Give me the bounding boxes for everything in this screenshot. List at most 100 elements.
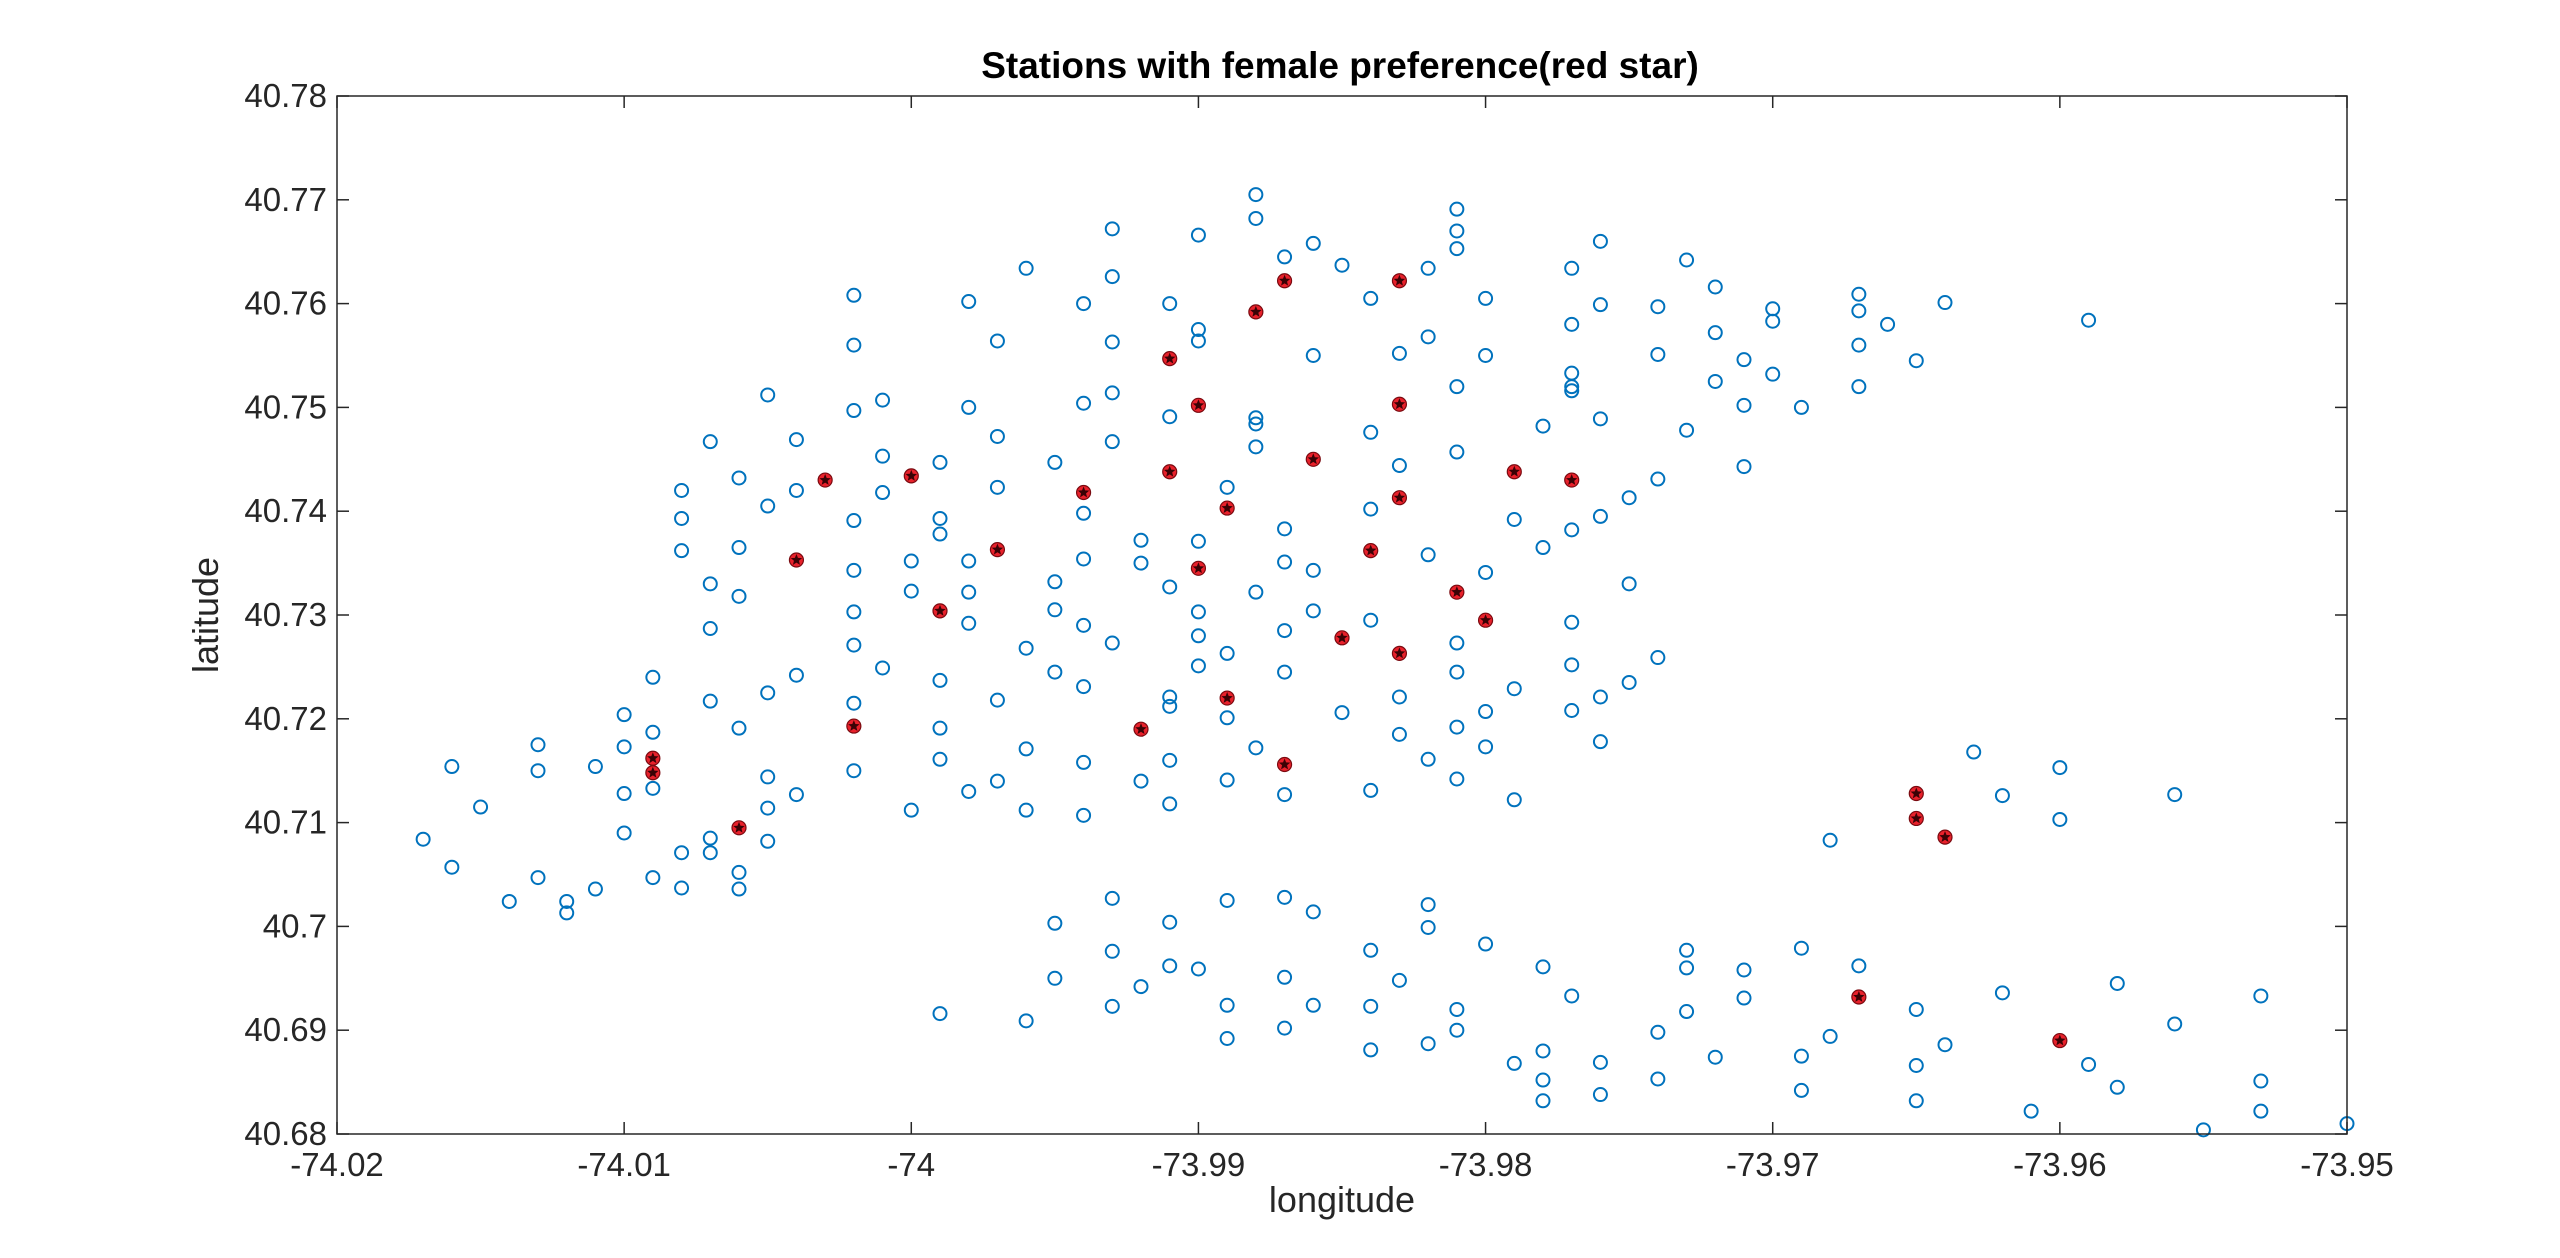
station-point xyxy=(932,1006,948,1022)
station-point xyxy=(1162,752,1178,768)
x-tick-label: -73.98 xyxy=(1439,1146,1533,1183)
station-point xyxy=(2052,760,2068,776)
station-point xyxy=(1104,998,1120,1014)
star-marker-glyph xyxy=(1451,586,1463,598)
station-point xyxy=(1420,919,1436,935)
star-marker-glyph xyxy=(1221,502,1233,513)
station-point xyxy=(1449,444,1465,460)
star-marker-glyph xyxy=(1250,305,1262,317)
station-point xyxy=(645,870,661,886)
plot-area xyxy=(337,96,2347,1134)
female-preference-star xyxy=(1391,645,1408,662)
station-point xyxy=(731,470,747,486)
station-point xyxy=(1679,1004,1695,1020)
station-point xyxy=(1162,689,1178,705)
station-point xyxy=(1793,1048,1809,1064)
station-point xyxy=(846,695,862,711)
station-point xyxy=(1765,366,1781,382)
station-point xyxy=(1363,1042,1379,1058)
station-point xyxy=(1391,689,1407,705)
station-point xyxy=(1535,540,1551,556)
station-point xyxy=(1679,960,1695,976)
station-point xyxy=(2253,1073,2269,1089)
y-tick-label: 40.7 xyxy=(263,907,327,944)
station-point xyxy=(1793,399,1809,415)
station-point xyxy=(559,905,575,921)
station-point xyxy=(2081,312,2097,328)
station-point xyxy=(473,799,489,815)
female-preference-star xyxy=(1449,584,1465,600)
station-point xyxy=(1391,972,1407,988)
station-point xyxy=(1162,958,1178,974)
station-point xyxy=(1449,771,1465,787)
station-point xyxy=(501,893,517,909)
station-point xyxy=(645,724,661,740)
station-point xyxy=(1190,628,1206,644)
station-point xyxy=(1076,679,1092,695)
star-marker-glyph xyxy=(1192,562,1205,574)
station-point xyxy=(1650,471,1666,487)
station-point xyxy=(2253,1103,2269,1119)
female-preference-star xyxy=(1506,464,1522,480)
female-preference-star xyxy=(1564,472,1580,488)
station-point xyxy=(1564,379,1580,395)
star-marker-glyph xyxy=(819,474,831,485)
station-point xyxy=(1592,1087,1608,1103)
station-point xyxy=(846,337,862,353)
station-point xyxy=(415,831,431,847)
station-point xyxy=(1478,739,1494,755)
y-axis-label: latitude xyxy=(185,557,226,673)
station-point xyxy=(1650,346,1666,362)
star-marker-glyph xyxy=(1393,274,1406,286)
y-tick-label: 40.77 xyxy=(244,181,327,218)
station-point xyxy=(1937,295,1953,311)
station-point xyxy=(1420,897,1436,913)
female-preference-star xyxy=(2052,1032,2068,1049)
female-preference-star xyxy=(1276,273,1293,289)
station-point xyxy=(1076,551,1092,567)
station-point xyxy=(1277,249,1293,265)
station-point xyxy=(1305,348,1321,363)
female-preference-star xyxy=(1219,500,1235,516)
station-point xyxy=(1478,936,1494,952)
station-point xyxy=(1564,614,1580,630)
star-marker-glyph xyxy=(1307,453,1319,465)
station-point xyxy=(932,751,948,767)
station-point xyxy=(702,620,718,636)
star-marker-glyph xyxy=(1393,398,1406,410)
station-point xyxy=(1133,555,1149,571)
station-point xyxy=(1908,1057,1924,1073)
station-point xyxy=(1104,635,1120,651)
station-point xyxy=(1305,603,1321,619)
station-point xyxy=(2023,1103,2039,1119)
station-point xyxy=(1736,962,1752,978)
station-point xyxy=(1190,604,1206,620)
y-tick-label: 40.76 xyxy=(244,285,327,322)
station-point xyxy=(1851,286,1867,302)
station-point xyxy=(846,287,862,303)
x-tick-label: -74.01 xyxy=(577,1146,671,1183)
station-point xyxy=(2195,1122,2211,1138)
station-point xyxy=(1707,1049,1723,1065)
station-point xyxy=(1363,290,1379,306)
station-point xyxy=(989,479,1005,495)
station-point xyxy=(2109,975,2125,991)
station-point xyxy=(932,510,948,526)
station-point xyxy=(1506,681,1522,697)
station-point xyxy=(2167,787,2183,803)
female-preference-star xyxy=(1334,630,1350,646)
tick-labels: -74.02 -74.01 -74 -73.99 -73.98 -73.97 -73.96 -… xyxy=(244,77,2393,1183)
station-point xyxy=(1535,1072,1551,1088)
station-point xyxy=(1305,904,1321,920)
station-point xyxy=(530,870,546,886)
station-point xyxy=(1248,410,1264,426)
station-point xyxy=(903,583,919,599)
station-point xyxy=(1018,640,1034,656)
female-preference-star xyxy=(1937,829,1953,845)
station-point xyxy=(1162,296,1178,312)
star-marker-glyph xyxy=(1910,787,1922,799)
station-point xyxy=(674,845,690,861)
station-point xyxy=(1564,702,1580,718)
station-point xyxy=(1190,322,1206,338)
station-point xyxy=(1047,970,1063,986)
